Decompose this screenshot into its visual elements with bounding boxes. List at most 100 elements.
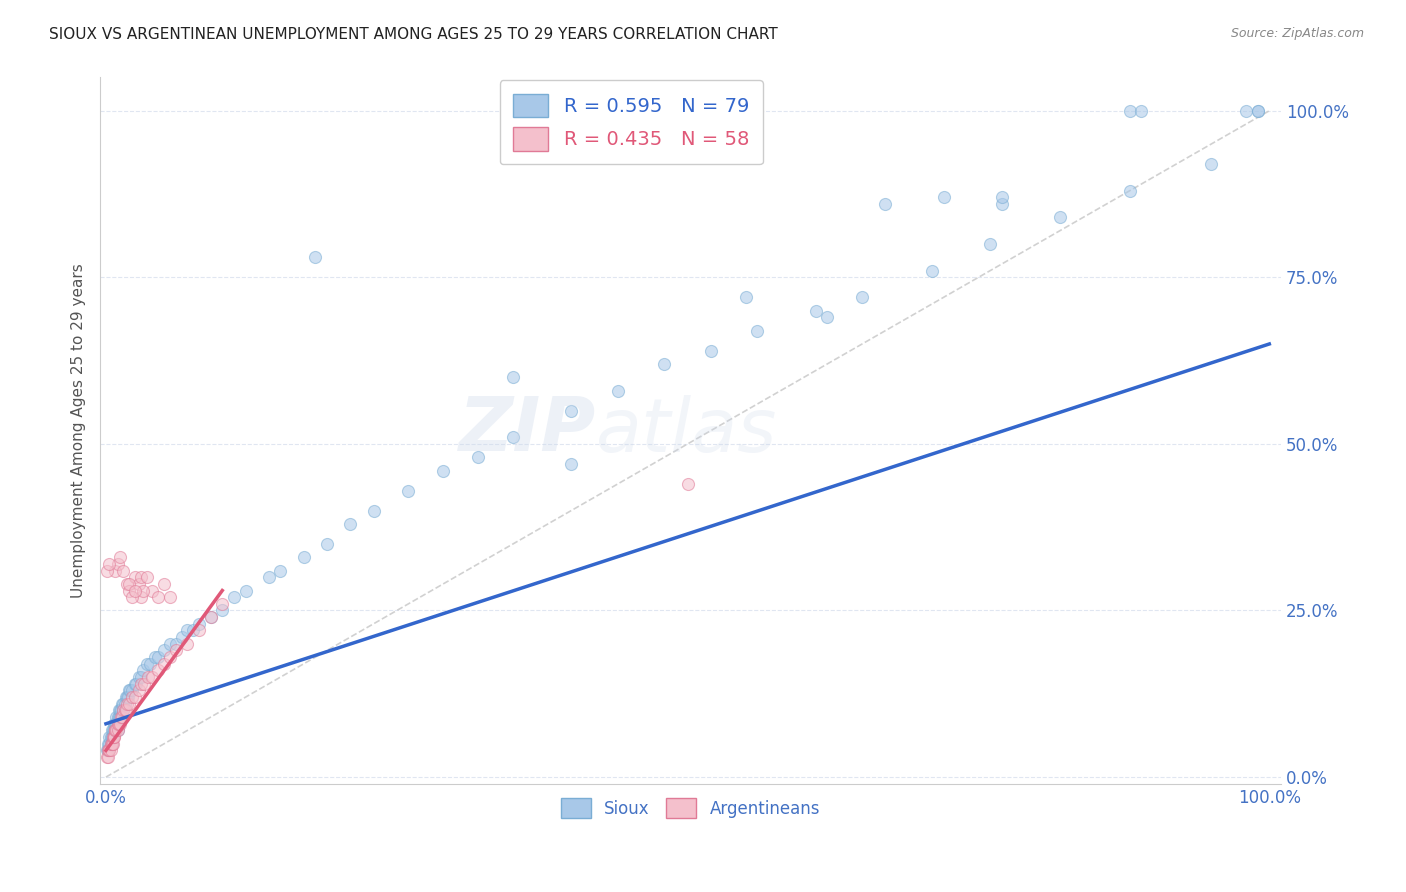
Point (100, 737, 122, 751)
Point (121, 590, 143, 604)
Point (114, 703, 136, 717)
Point (96, 564, 118, 578)
Point (1247, 103, 1270, 118)
Point (128, 670, 150, 684)
Point (200, 610, 222, 624)
Point (97, 743, 120, 757)
Point (128, 683, 150, 698)
Point (316, 537, 339, 551)
Point (118, 577, 141, 591)
Point (141, 583, 163, 598)
Point (103, 730, 125, 744)
Point (110, 703, 132, 717)
Point (134, 677, 156, 691)
Point (97, 737, 120, 751)
Point (181, 624, 204, 638)
Point (132, 664, 155, 678)
Point (118, 583, 141, 598)
Point (129, 670, 152, 684)
Point (129, 570, 152, 584)
Point (100, 743, 122, 757)
Point (159, 590, 181, 604)
Point (654, 357, 676, 371)
Point (257, 570, 280, 584)
Point (101, 723, 124, 738)
Point (1247, 103, 1270, 118)
Point (98, 743, 121, 757)
Point (124, 570, 146, 584)
Point (105, 710, 128, 724)
Point (211, 603, 233, 617)
Point (139, 657, 162, 671)
Point (176, 624, 198, 638)
Point (100, 730, 122, 744)
Point (211, 597, 233, 611)
Point (235, 583, 257, 598)
Point (103, 730, 125, 744)
Point (108, 703, 131, 717)
Point (132, 583, 155, 598)
Point (110, 710, 132, 724)
Point (921, 263, 943, 277)
Point (101, 737, 124, 751)
Point (606, 384, 628, 398)
Point (292, 550, 315, 565)
Point (159, 650, 181, 665)
Point (97, 743, 120, 757)
Point (153, 643, 176, 657)
Point (115, 577, 138, 591)
Point (112, 697, 135, 711)
Point (1118, 184, 1140, 198)
Point (502, 370, 524, 384)
Point (108, 550, 131, 565)
Point (104, 723, 127, 738)
Point (98, 737, 121, 751)
Point (112, 703, 135, 717)
Point (112, 703, 135, 717)
Point (148, 664, 170, 678)
Point (165, 637, 187, 651)
Point (141, 670, 163, 684)
Point (467, 450, 489, 465)
Point (502, 430, 524, 444)
Point (124, 677, 146, 691)
Legend: Sioux, Argentineans: Sioux, Argentineans (554, 791, 827, 825)
Point (107, 716, 129, 731)
Point (1234, 103, 1257, 118)
Text: Source: ZipAtlas.com: Source: ZipAtlas.com (1230, 27, 1364, 40)
Point (148, 590, 170, 604)
Point (107, 716, 129, 731)
Point (114, 703, 136, 717)
Point (734, 290, 756, 304)
Point (129, 590, 152, 604)
Point (100, 730, 122, 744)
Point (148, 650, 170, 665)
Point (165, 643, 187, 657)
Point (363, 503, 385, 517)
Text: atlas: atlas (596, 394, 778, 467)
Point (200, 610, 222, 624)
Point (815, 310, 838, 325)
Point (96, 743, 118, 757)
Point (121, 690, 143, 705)
Point (188, 624, 211, 638)
Point (875, 197, 897, 211)
Point (124, 690, 146, 705)
Point (103, 723, 125, 738)
Point (107, 710, 129, 724)
Point (339, 516, 361, 531)
Point (135, 570, 157, 584)
Point (111, 710, 134, 724)
Point (176, 637, 198, 651)
Point (96, 750, 118, 764)
Point (1049, 211, 1071, 225)
Point (103, 716, 125, 731)
Point (121, 683, 143, 698)
Point (990, 190, 1012, 204)
Point (98, 730, 121, 744)
Point (1199, 157, 1222, 171)
Point (560, 403, 582, 417)
Point (153, 577, 176, 591)
Point (990, 197, 1012, 211)
Point (125, 677, 148, 691)
